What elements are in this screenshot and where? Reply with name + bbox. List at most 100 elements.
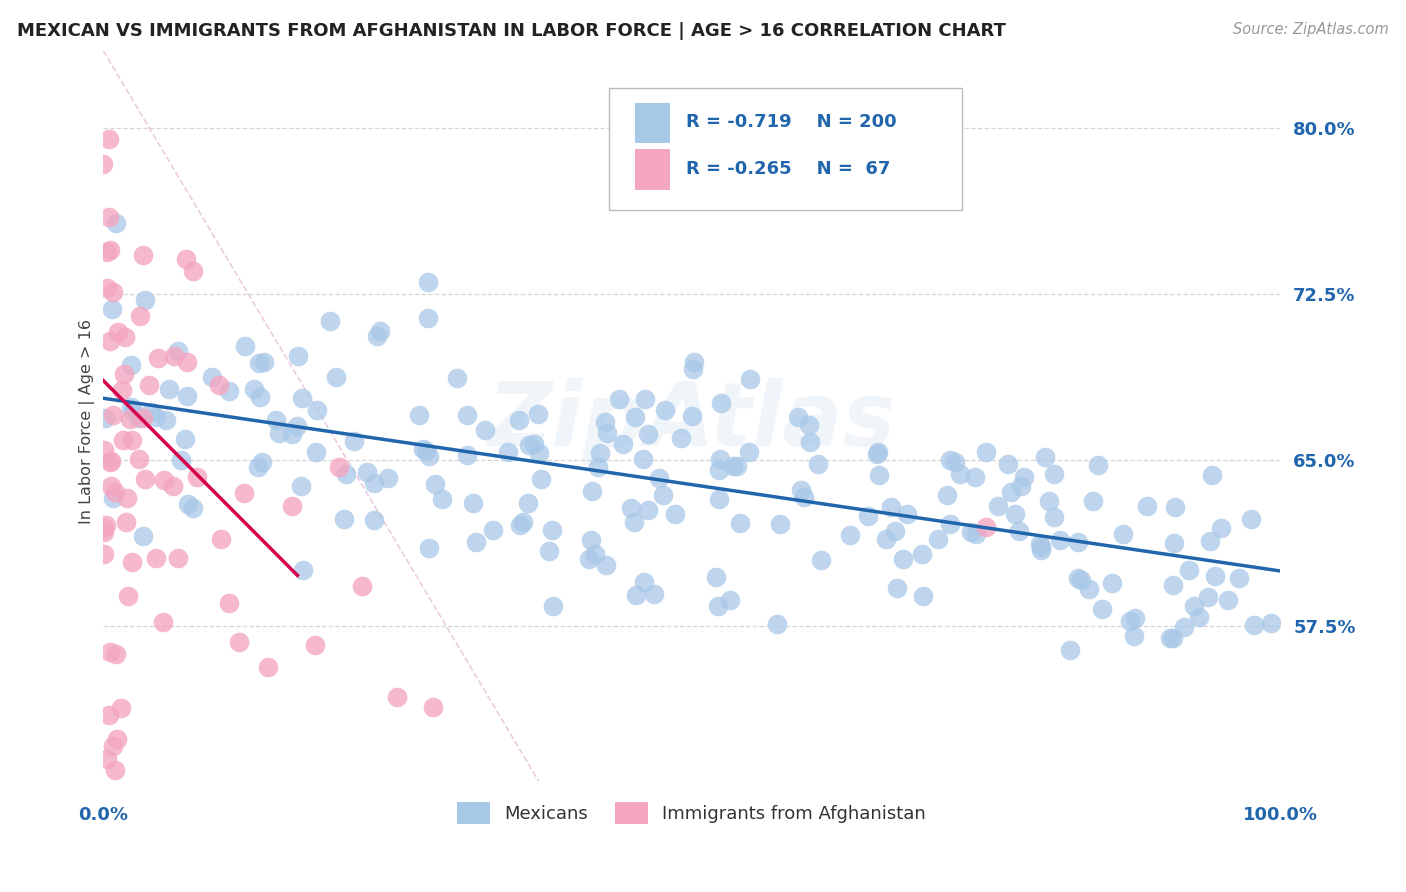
Point [682, 362, 704, 376]
Point [1260, 616, 1282, 631]
Point [93, 443, 115, 458]
Point [328, 460, 350, 475]
Point [710, 395, 733, 409]
Point [266, 413, 288, 427]
Point [976, 445, 998, 459]
Point [527, 407, 550, 421]
Point [721, 459, 744, 474]
Point [368, 324, 391, 338]
Point [1043, 510, 1066, 524]
Point [725, 458, 748, 473]
Point [412, 442, 434, 456]
Point [98, 132, 121, 146]
Point [101, 739, 124, 753]
Point [98, 707, 121, 722]
Text: R = -0.265    N =  67: R = -0.265 N = 67 [686, 161, 890, 178]
Point [291, 391, 314, 405]
Point [1000, 484, 1022, 499]
Point [247, 356, 270, 370]
Legend: Mexicans, Immigrants from Afghanistan: Mexicans, Immigrants from Afghanistan [450, 795, 934, 831]
Point [858, 508, 880, 523]
Point [1159, 631, 1181, 645]
Point [121, 403, 143, 417]
Point [465, 535, 488, 549]
Point [101, 408, 124, 422]
Point [291, 563, 314, 577]
Point [111, 383, 134, 397]
Point [408, 408, 430, 422]
Point [474, 423, 496, 437]
Point [170, 453, 193, 467]
Point [1173, 619, 1195, 633]
Point [838, 528, 860, 542]
Point [1123, 611, 1146, 625]
Point [1111, 527, 1133, 541]
Point [793, 490, 815, 504]
Point [1122, 629, 1144, 643]
Point [366, 328, 388, 343]
Point [537, 544, 560, 558]
Point [866, 446, 889, 460]
Point [117, 491, 139, 505]
Point [153, 473, 176, 487]
Point [93, 157, 115, 171]
Point [1049, 533, 1071, 547]
Point [134, 293, 156, 308]
Point [418, 276, 440, 290]
Point [1043, 467, 1066, 482]
Point [669, 431, 692, 445]
Point [1240, 512, 1263, 526]
Point [730, 516, 752, 530]
Point [128, 452, 150, 467]
Point [527, 446, 550, 460]
Point [624, 588, 647, 602]
Point [987, 499, 1010, 513]
Point [938, 452, 960, 467]
Point [1067, 535, 1090, 549]
Point [1070, 573, 1092, 587]
Point [512, 515, 534, 529]
Point [593, 415, 616, 429]
Point [111, 433, 134, 447]
Point [581, 533, 603, 548]
Point [496, 444, 519, 458]
Point [145, 409, 167, 424]
Point [105, 732, 128, 747]
Point [167, 344, 190, 359]
Point [949, 467, 972, 481]
Point [1038, 494, 1060, 508]
Point [233, 485, 256, 500]
Point [249, 390, 271, 404]
Point [643, 587, 665, 601]
Point [181, 500, 204, 515]
Point [100, 453, 122, 467]
Point [654, 403, 676, 417]
Point [652, 488, 675, 502]
Point [176, 354, 198, 368]
Point [167, 551, 190, 566]
Point [93, 525, 115, 540]
Point [1243, 617, 1265, 632]
Point [1182, 599, 1205, 613]
Point [868, 444, 890, 458]
Point [152, 615, 174, 629]
Point [1078, 582, 1101, 597]
Point [228, 635, 250, 649]
Point [134, 472, 156, 486]
Point [201, 370, 224, 384]
Point [305, 402, 328, 417]
Point [509, 518, 531, 533]
Point [352, 579, 374, 593]
Point [93, 547, 115, 561]
Point [281, 427, 304, 442]
Point [1004, 508, 1026, 522]
Point [1008, 524, 1031, 539]
Point [707, 599, 730, 614]
Point [1083, 494, 1105, 508]
Point [100, 301, 122, 316]
FancyBboxPatch shape [609, 87, 962, 211]
Point [117, 589, 139, 603]
Point [974, 519, 997, 533]
Text: MEXICAN VS IMMIGRANTS FROM AFGHANISTAN IN LABOR FORCE | AGE > 16 CORRELATION CHA: MEXICAN VS IMMIGRANTS FROM AFGHANISTAN I… [17, 22, 1005, 40]
Point [304, 638, 326, 652]
